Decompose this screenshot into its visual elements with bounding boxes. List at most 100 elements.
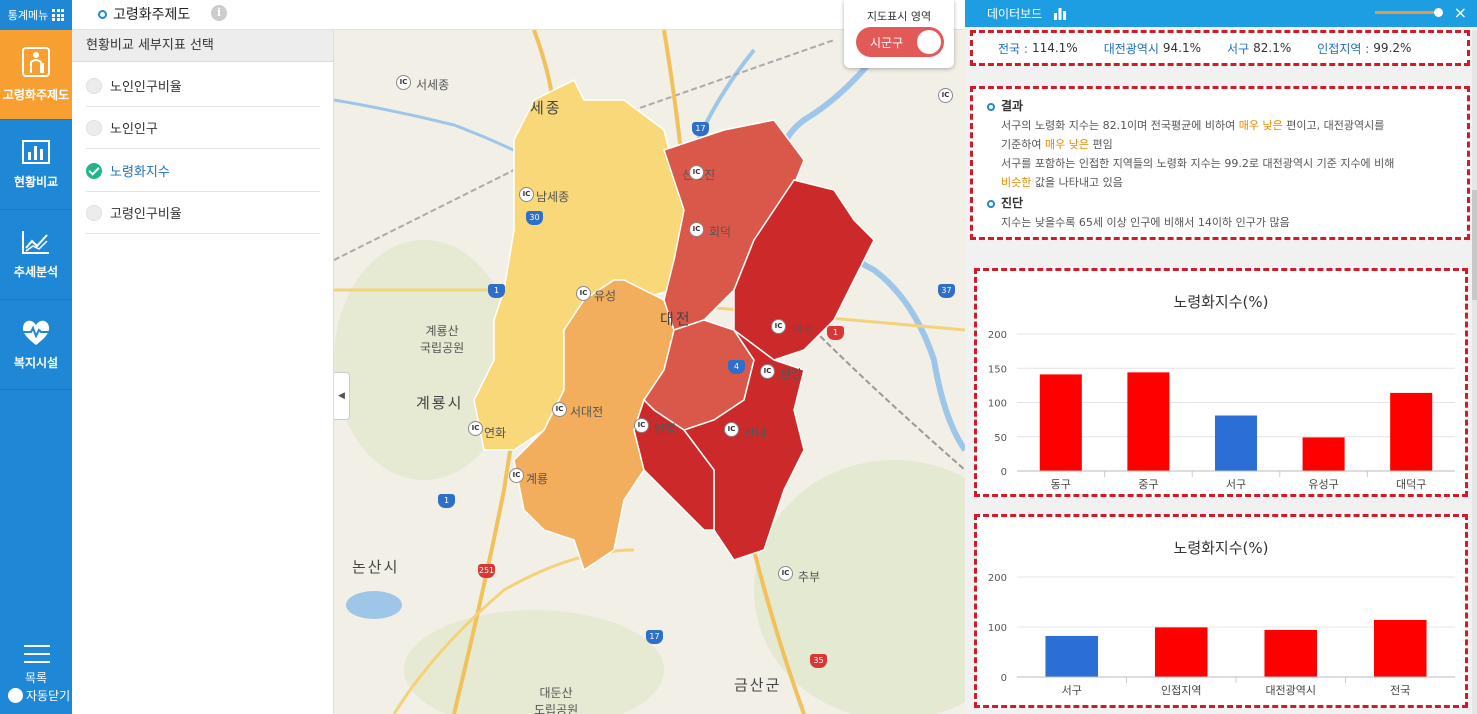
- ic-badge-icon: IC: [509, 468, 524, 483]
- map-label-gyeryongsan-park: 계룡산 국립공원: [420, 324, 465, 355]
- sidebar-item-aging-map[interactable]: 고령화주제도: [0, 30, 72, 120]
- result-box: 결과 서구의 노령화 지수는 82.1이며 전국평균에 비하여 매우 낮은 편이…: [970, 86, 1470, 240]
- close-icon[interactable]: ×: [1453, 3, 1467, 22]
- bar: [1373, 619, 1427, 677]
- map-label-daejeon: 대전: [660, 310, 692, 328]
- map-label-hoedeok: 회덕: [709, 225, 732, 239]
- grid-icon: [52, 9, 65, 21]
- indicator-panel: 현황비교 세부지표 선택 노인인구비율 노인인구 노령화지수 고령인구비율: [72, 30, 334, 714]
- toggle-label: 시군구: [870, 36, 904, 50]
- y-tick-label: 200: [988, 573, 1007, 584]
- dashboard-header: 데이터보드 ×: [965, 0, 1477, 27]
- ic-badge-icon: IC: [396, 75, 411, 90]
- popup-title: 지도표시 영역: [866, 10, 932, 23]
- slider-handle[interactable]: [1434, 8, 1443, 17]
- bullet-icon: [987, 199, 995, 208]
- bar-chart-icon: [1054, 8, 1066, 20]
- panel-header: 현황비교 세부지표 선택: [72, 30, 333, 62]
- route-shield-icon: 251: [478, 564, 495, 578]
- opacity-slider[interactable]: [1375, 8, 1443, 17]
- aging-index-comparison-chart: 노령화지수(%) 0 100 200 서구 인접지역 대전광역시 전국: [974, 514, 1468, 708]
- summary-key: 서구: [1227, 41, 1250, 56]
- x-tick-label: 대덕구: [1396, 478, 1426, 491]
- ic-badge-icon: IC: [724, 422, 739, 437]
- map-label-anyeong: 안영: [654, 422, 677, 436]
- elderly-person-icon: [22, 47, 50, 77]
- sidebar-item-label: 고령화주제도: [2, 88, 70, 102]
- summary-key: 전국 :: [998, 41, 1028, 56]
- ic-badge-icon: IC: [634, 418, 649, 433]
- ic-badge-icon: IC: [519, 187, 534, 202]
- bar: [1302, 437, 1345, 471]
- radio-icon: [86, 77, 102, 94]
- route-shield-icon: 1: [488, 284, 505, 298]
- y-tick-label: 100: [988, 399, 1007, 410]
- indicator-option-aging-index[interactable]: 노령화지수: [86, 150, 320, 192]
- stats-menu-label: 통계메뉴: [7, 9, 49, 22]
- sidebar-bottom: 목록 자동닫기: [0, 639, 72, 714]
- sidebar-item-trend-analysis[interactable]: 추세분석: [0, 210, 72, 300]
- region-level-toggle[interactable]: 시군구: [856, 27, 944, 57]
- bar: [1127, 372, 1170, 471]
- result-lines: 서구의 노령화 지수는 82.1이며 전국평균에 비하여 매우 낮은 편이고, …: [1001, 116, 1467, 192]
- bar: [1039, 374, 1082, 471]
- sidebar-item-welfare-facility[interactable]: 복지시설: [0, 300, 72, 390]
- x-tick-label: 유성구: [1308, 478, 1338, 491]
- sidebar-item-label: 복지시설: [13, 356, 59, 370]
- map-label-seodaejeon: 서대전: [570, 405, 604, 419]
- indicator-option-elderly-population[interactable]: 노인인구: [86, 107, 320, 149]
- sidebar-item-label: 현황비교: [13, 175, 59, 189]
- summary-value: 114.1%: [1031, 41, 1078, 55]
- x-tick-label: 중구: [1138, 478, 1158, 491]
- panel-collapse-handle[interactable]: ◀: [334, 372, 350, 420]
- info-icon[interactable]: i: [211, 5, 227, 21]
- summary-value: 99.2%: [1373, 41, 1412, 55]
- radio-icon: [86, 119, 102, 136]
- x-tick-label: 인접지역: [1161, 684, 1201, 697]
- map-label-gyeryong: 계룡: [526, 472, 549, 486]
- chart-svg: 0 100 200 서구 인접지역 대전광역시 전국: [988, 573, 1455, 697]
- summary-key: 대전광역시: [1103, 41, 1159, 56]
- summary-value: 82.1%: [1253, 41, 1292, 55]
- x-tick-label: 전국: [1390, 684, 1410, 697]
- map-label-geumsan: 금산군: [734, 676, 782, 694]
- x-tick-label: 대전광역시: [1265, 684, 1316, 697]
- diagnosis-line: 지수는 낮을수록 65세 이상 인구에 비해서 14이하 인구가 많음: [1001, 216, 1290, 229]
- map-label-gyeryong-city: 계룡시: [416, 394, 464, 412]
- map-view[interactable]: 세종 서세종 남세종 신탄진 회덕 유성 대전 비룡 판암 서대전 안영 산내 …: [334, 30, 965, 714]
- y-tick-label: 200: [988, 330, 1007, 341]
- option-label: 고령인구비율: [110, 207, 182, 222]
- x-tick-label: 서구: [1226, 478, 1246, 491]
- option-label: 노인인구비율: [110, 80, 182, 95]
- map-label-namsejong: 남세종: [536, 190, 570, 204]
- sidebar-item-status-compare[interactable]: 현황비교: [0, 120, 72, 210]
- map-label-daedunsan-park: 대둔산 도립공원: [534, 686, 579, 714]
- x-tick-label: 동구: [1051, 478, 1071, 491]
- line-chart-icon: [22, 231, 49, 254]
- indicator-option-aged-population-ratio[interactable]: 고령인구비율: [86, 192, 320, 234]
- dashboard-panel: 데이터보드 × 전국 : 114.1% 대전광역시 94.1% 서구 82.1%…: [965, 0, 1477, 714]
- result-line: 서구의 노령화 지수는 82.1이며 전국평균에 비하여 매우 낮은 편이고, …: [1001, 119, 1385, 132]
- dashboard-scrollbar-thumb[interactable]: [1472, 190, 1477, 300]
- summary-value: 94.1%: [1162, 41, 1202, 55]
- map-label-panam: 판암: [780, 367, 803, 381]
- route-shield-icon: 37: [938, 284, 955, 298]
- hamburger-icon[interactable]: [24, 645, 50, 663]
- route-shield-icon: 1: [827, 326, 844, 340]
- stats-menu-button[interactable]: 통계메뉴: [0, 0, 72, 30]
- result-line: 서구를 포함하는 인접한 지역들의 노령화 지수는 99.2로 대전광역시 기준…: [1001, 157, 1395, 170]
- bar: [1214, 415, 1258, 471]
- aging-index-by-district-chart: 노령화지수(%) 0 50 100 150 200 동구 중구 서구 유성구 대덕구: [974, 268, 1468, 497]
- y-tick-label: 0: [1001, 467, 1007, 478]
- route-shield-icon: 4: [728, 360, 745, 374]
- chart-svg: 0 50 100 150 200 동구 중구 서구 유성구 대덕구: [988, 330, 1455, 491]
- bar: [1264, 629, 1318, 677]
- sidebar-item-label: 추세분석: [13, 265, 59, 279]
- auto-close-toggle[interactable]: 자동닫기: [8, 687, 70, 704]
- dashboard-scrollbar[interactable]: [1472, 30, 1477, 714]
- indicator-option-elderly-ratio[interactable]: 노인인구비율: [86, 65, 320, 107]
- map-label-nonsan-city: 논산시: [352, 558, 400, 576]
- map-label-chubu: 추부: [798, 570, 821, 584]
- route-shield-icon: 17: [692, 122, 709, 136]
- ic-badge-icon: IC: [468, 421, 483, 436]
